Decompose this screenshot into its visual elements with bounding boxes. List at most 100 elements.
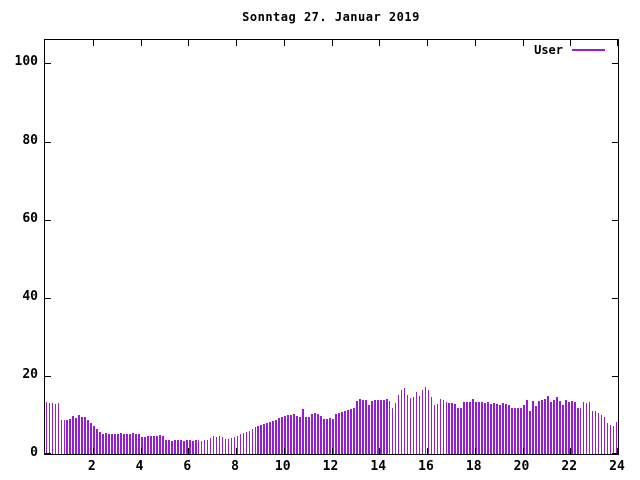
bar <box>191 440 194 454</box>
bar <box>257 425 260 454</box>
bar <box>451 403 454 454</box>
bar <box>484 402 486 454</box>
bar <box>523 404 525 454</box>
bar <box>215 436 218 454</box>
bar <box>105 433 107 454</box>
x-tick-mark <box>474 40 476 46</box>
bar <box>361 400 364 454</box>
y-tick-mark <box>45 141 51 143</box>
bar <box>493 403 495 454</box>
bar <box>236 435 239 454</box>
bar <box>391 407 394 454</box>
bar <box>239 434 242 454</box>
bar <box>600 414 603 454</box>
bar <box>245 432 248 454</box>
x-tick-mark <box>570 448 572 454</box>
y-axis-tick-label: 40 <box>22 288 38 304</box>
bar <box>499 404 501 454</box>
bar <box>66 420 69 454</box>
legend-label-user: User <box>534 43 563 57</box>
x-tick-mark <box>92 448 94 454</box>
bar <box>532 400 534 454</box>
bar <box>284 416 287 454</box>
bar <box>535 405 537 454</box>
bar <box>373 400 376 454</box>
bar <box>302 409 304 454</box>
bar <box>185 440 188 454</box>
x-axis-tick-label: 8 <box>231 459 239 474</box>
bar <box>469 401 472 454</box>
x-axis-tick-label: 4 <box>135 459 144 474</box>
bar <box>161 436 164 454</box>
bar <box>209 437 212 454</box>
bar <box>305 416 307 454</box>
bar <box>263 423 266 454</box>
x-tick-mark <box>283 40 285 46</box>
y-axis-tick-label: 100 <box>14 54 38 70</box>
bar <box>421 390 424 454</box>
x-axis-tick-label: 18 <box>465 459 482 474</box>
x-tick-mark <box>331 448 333 454</box>
bar <box>141 436 143 454</box>
bar <box>293 413 295 454</box>
bar <box>490 403 492 454</box>
x-tick-mark <box>617 448 618 454</box>
x-tick-mark <box>140 448 142 454</box>
x-axis-tick-label: 2 <box>87 459 96 474</box>
bar <box>81 416 84 454</box>
bar <box>579 407 582 454</box>
x-axis-tick-label: 10 <box>274 459 291 474</box>
y-axis-tick-label: 80 <box>22 132 38 148</box>
bar <box>442 399 445 454</box>
bar <box>397 394 400 454</box>
x-axis-tick-label: 6 <box>183 459 192 474</box>
bar <box>299 416 301 454</box>
bar <box>182 440 185 454</box>
bar <box>72 415 75 454</box>
y-tick-mark <box>612 297 618 299</box>
bar <box>111 433 113 454</box>
bar <box>606 422 609 454</box>
bar <box>514 408 516 454</box>
y-axis-tick-label: 20 <box>22 366 38 382</box>
bar <box>278 418 281 454</box>
bar <box>385 399 388 454</box>
bar <box>167 440 170 454</box>
bar <box>573 402 576 454</box>
bar <box>400 390 403 454</box>
bar <box>367 404 370 454</box>
legend-line-sample <box>572 49 605 51</box>
bar <box>132 433 134 454</box>
bar <box>311 413 313 454</box>
y-tick-mark <box>612 219 618 221</box>
bar <box>78 414 81 454</box>
bar <box>179 440 182 454</box>
bar <box>129 433 131 454</box>
bar <box>582 402 585 454</box>
bar <box>388 400 391 454</box>
x-axis-tick-label: 24 <box>609 459 625 474</box>
bar <box>352 408 355 454</box>
x-axis-tick-label: 16 <box>418 459 434 474</box>
bar <box>45 402 48 454</box>
bar <box>433 404 436 454</box>
bar <box>323 419 325 454</box>
x-tick-mark <box>379 448 381 454</box>
x-tick-mark <box>188 448 190 454</box>
x-tick-mark <box>283 448 285 454</box>
bar <box>170 440 173 454</box>
bar <box>376 399 379 454</box>
bar <box>403 387 406 454</box>
bar <box>248 430 251 454</box>
bar <box>120 433 122 454</box>
bar <box>364 399 367 454</box>
bar <box>51 402 54 454</box>
bar <box>317 414 319 454</box>
bar <box>609 424 612 454</box>
x-tick-mark <box>570 40 572 46</box>
y-tick-mark <box>612 375 618 377</box>
bar <box>543 399 546 454</box>
bar <box>221 437 224 454</box>
bar <box>314 413 316 454</box>
